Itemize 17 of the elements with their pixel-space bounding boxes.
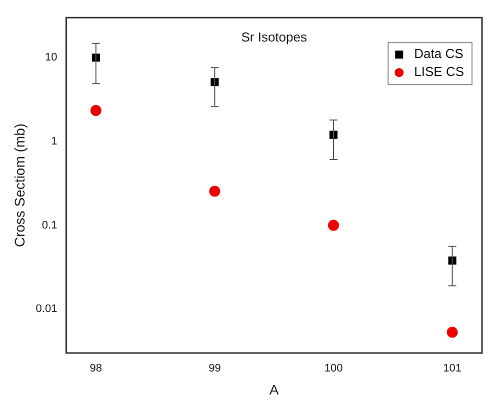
y-tick-label: 0.01 (36, 303, 58, 316)
point (446, 326, 458, 338)
y-tick-label: 0.1 (42, 219, 58, 232)
y-tick-label: 10 (44, 52, 58, 64)
legend-label: Data CS (414, 46, 464, 62)
point (209, 186, 220, 197)
x-tick-label: 98 (90, 362, 102, 375)
x-tick-label: 99 (208, 362, 221, 375)
point (328, 220, 340, 231)
y-axis-title: Cross Sectiom (mb) (11, 123, 28, 248)
x-axis-title: A (269, 381, 280, 398)
legend-label: LISE CS (414, 64, 464, 80)
x-tick-label: 100 (324, 362, 343, 375)
x-tick-label: 101 (443, 362, 462, 375)
text: Sr Isotopes (241, 30, 308, 45)
y-tick-label: 1 (51, 135, 58, 148)
point (90, 105, 102, 116)
